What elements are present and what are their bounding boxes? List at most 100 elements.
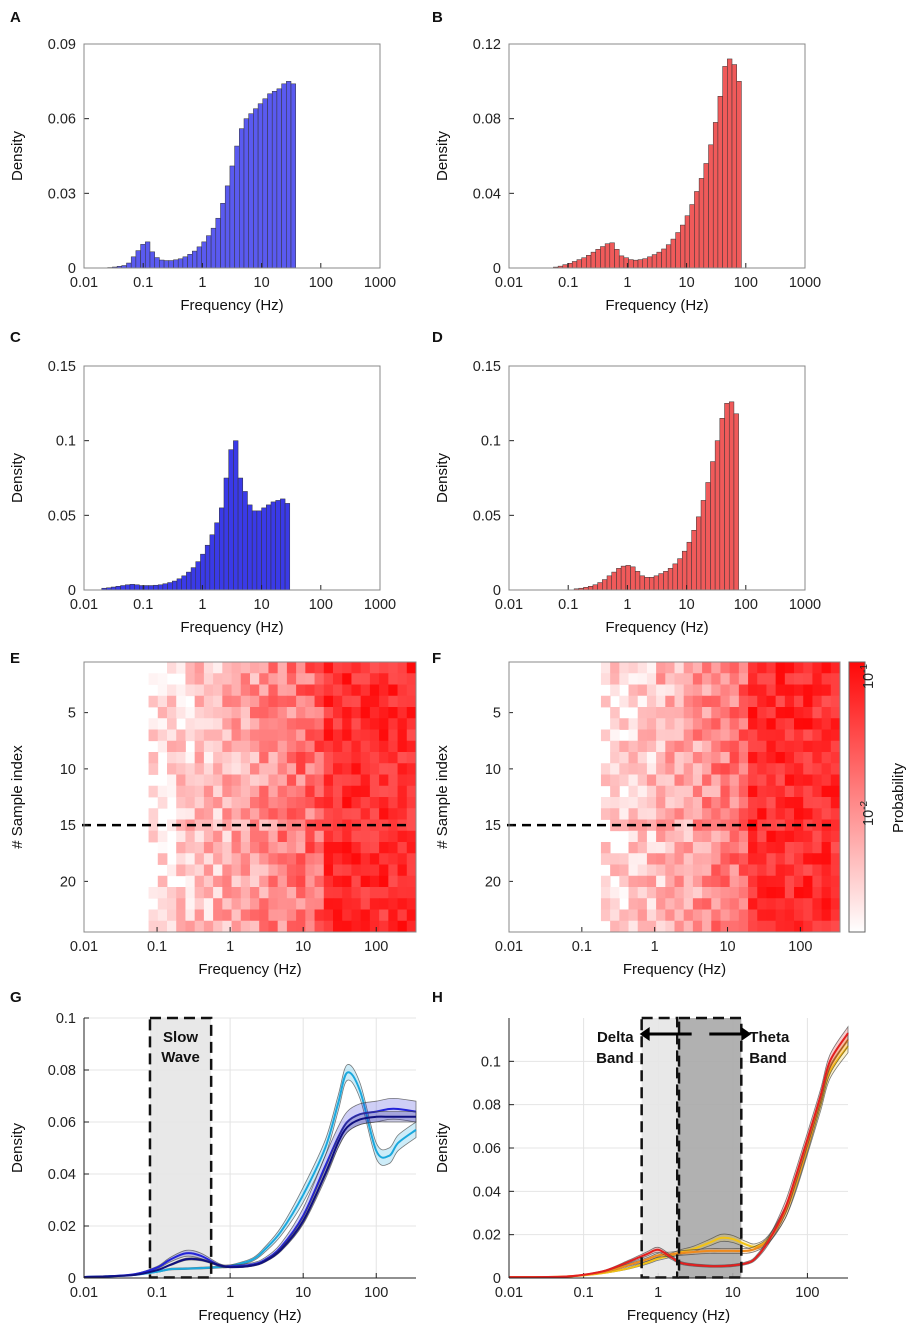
histogram-bar <box>163 260 170 269</box>
heatmap-cell <box>268 774 279 787</box>
heatmap-cell <box>342 909 352 922</box>
heatmap-cell <box>286 707 297 719</box>
heatmap-cell <box>148 729 159 742</box>
heatmap-cell <box>729 830 740 843</box>
y-tick-label: 20 <box>485 874 501 890</box>
y-tick-label: 0.08 <box>473 112 501 128</box>
heatmap-cell <box>222 909 232 922</box>
heatmap-cell <box>203 808 214 820</box>
heatmap-cell <box>738 718 749 730</box>
heatmap-cell <box>268 752 279 764</box>
heatmap-cell <box>222 673 232 685</box>
heatmap-cell <box>794 842 804 854</box>
heatmap-cell <box>619 718 629 730</box>
y-tick-label: 0.03 <box>48 186 76 202</box>
heatmap-cell <box>665 673 675 685</box>
heatmap-cell <box>231 842 242 854</box>
heatmap-cell <box>167 898 177 910</box>
heatmap-cell <box>314 853 325 865</box>
heatmap-cell <box>250 808 260 820</box>
heatmap-cell <box>194 864 205 877</box>
heatmap-cell <box>167 763 177 775</box>
heatmap-cell <box>157 875 168 888</box>
heatmap-cell <box>379 729 389 742</box>
heatmap-cell <box>784 752 795 764</box>
heatmap-cell <box>296 887 306 899</box>
heatmap-cell <box>333 808 343 820</box>
heatmap-cell <box>185 887 196 899</box>
heatmap-cell <box>194 662 205 674</box>
x-tick-label: 10 <box>254 275 270 291</box>
heatmap-cell <box>692 797 703 809</box>
heatmap-cell <box>766 797 777 809</box>
heatmap-cell <box>803 797 813 809</box>
heatmap-cell <box>748 729 758 742</box>
heatmap-cell <box>296 920 306 933</box>
colorbar-top-label: 10-1 <box>859 664 877 689</box>
frequency-band <box>641 1018 678 1278</box>
heatmap-cell <box>702 718 712 730</box>
heatmap-cell <box>757 920 767 933</box>
histogram-bar <box>733 413 739 591</box>
heatmap-cell <box>203 875 214 888</box>
heatmap-cell <box>619 763 629 775</box>
histogram-bar <box>257 103 264 269</box>
heatmap-cell <box>646 740 657 753</box>
heatmap-cell <box>222 797 232 809</box>
heatmap-cell <box>397 752 408 764</box>
heatmap-cell <box>702 774 712 787</box>
heatmap-cell <box>406 830 417 843</box>
heatmap-cell <box>268 920 279 933</box>
heatmap-cell <box>720 740 731 753</box>
confidence-band <box>83 1097 417 1278</box>
histogram-bar <box>586 255 592 269</box>
heatmap-cell <box>259 830 269 843</box>
heatmap-cell <box>167 662 177 674</box>
heatmap-cell <box>203 684 214 697</box>
heatmap-cell <box>702 785 712 798</box>
heatmap-cell <box>821 684 832 697</box>
heatmap-cell <box>379 695 389 708</box>
heatmap-cell <box>775 729 786 742</box>
heatmap-cell <box>619 774 629 787</box>
heatmap-cell <box>738 797 749 809</box>
heatmap-cell <box>803 684 813 697</box>
heatmap-cell <box>738 842 749 854</box>
heatmap-cell <box>665 830 675 843</box>
heatmap-cell <box>351 718 362 730</box>
heatmap-cell <box>203 763 214 775</box>
heatmap-cell <box>185 707 196 719</box>
heatmap-cell <box>738 830 749 843</box>
heatmap-cell <box>286 819 297 832</box>
heatmap-cell <box>628 695 639 708</box>
heatmap-cell <box>674 853 685 865</box>
heatmap-cell <box>803 774 813 787</box>
heatmap-cell <box>628 763 639 775</box>
heatmap-cell <box>683 718 694 730</box>
y-tick-label: 0.04 <box>48 1167 76 1183</box>
heatmap-cell <box>305 707 315 719</box>
heatmap-cell <box>406 729 417 742</box>
x-tick-label: 1 <box>623 597 631 613</box>
heatmap-cell <box>323 864 334 877</box>
histogram-bar <box>700 500 706 591</box>
heatmap-cell <box>637 695 648 708</box>
heatmap-cell <box>286 695 297 708</box>
heatmap-cell <box>674 763 685 775</box>
x-tick-label: 1 <box>198 597 206 613</box>
heatmap-cell <box>268 684 279 697</box>
heatmap-cell <box>323 808 334 820</box>
heatmap-cell <box>277 909 288 922</box>
heatmap-cell <box>268 740 279 753</box>
histogram-bar <box>703 163 709 269</box>
heatmap-cell <box>748 774 758 787</box>
heatmap-cell <box>794 797 804 809</box>
heatmap-cell <box>600 662 611 674</box>
heatmap-cell <box>314 684 325 697</box>
heatmap-cell <box>351 797 362 809</box>
heatmap-cell <box>203 774 214 787</box>
histogram-bar <box>177 258 184 269</box>
heatmap-cell <box>194 774 205 787</box>
heatmap-cell <box>351 684 362 697</box>
